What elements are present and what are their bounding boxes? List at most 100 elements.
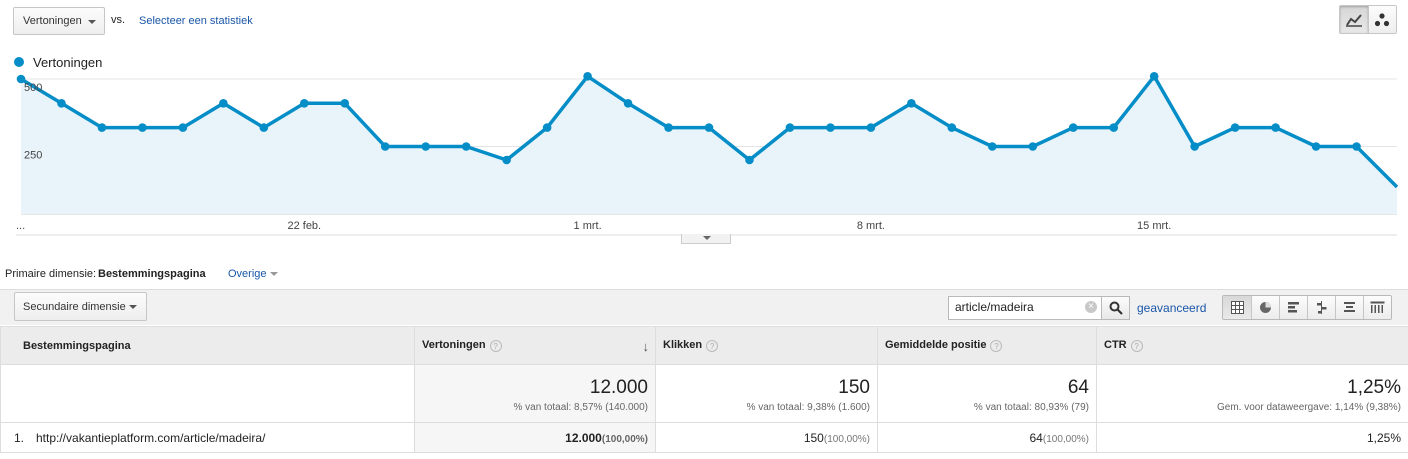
data-point[interactable]: [1352, 142, 1361, 151]
total-subtext: % van totaal: 8,57% (140.000): [513, 402, 648, 413]
total-value: 64: [1067, 377, 1089, 398]
select-statistic-link[interactable]: Selecteer een statistiek: [139, 15, 253, 27]
metric-select[interactable]: Vertoningen: [13, 7, 105, 35]
help-icon[interactable]: ?: [990, 339, 1003, 352]
help-icon[interactable]: ?: [706, 339, 719, 352]
total-subtext: Gem. voor dataweergave: 1,14% (9,38%): [1217, 402, 1401, 413]
data-point[interactable]: [1109, 123, 1119, 132]
table-view-button[interactable]: [1223, 296, 1251, 319]
data-table: Bestemmingspagina Vertoningen? ↓ Klikken…: [0, 326, 1408, 453]
pie-view-button[interactable]: [1251, 296, 1279, 319]
x-tick-label: 1 mrt.: [574, 220, 602, 232]
table-filter-input[interactable]: article/madeira: [948, 296, 1102, 320]
data-point[interactable]: [1311, 142, 1321, 151]
chart-y-ticks: 250 500: [24, 82, 42, 162]
data-point[interactable]: [1028, 142, 1038, 151]
data-point[interactable]: [380, 142, 390, 151]
data-point[interactable]: [461, 142, 471, 151]
totals-avg-position-cell: 64 % van totaal: 80,93% (79): [877, 364, 1097, 423]
data-point[interactable]: [259, 123, 269, 132]
y-tick-label: 500: [24, 82, 42, 94]
data-point[interactable]: [1190, 142, 1199, 151]
x-tick-label: 15 mrt.: [1137, 220, 1171, 232]
metric-select-label: Vertoningen: [23, 15, 82, 27]
avg-position-cell: 64(100,00%): [877, 422, 1097, 453]
data-point[interactable]: [947, 123, 957, 132]
data-point[interactable]: [340, 99, 350, 108]
data-point[interactable]: [138, 123, 147, 132]
column-header-avg-position[interactable]: Gemiddelde positie?: [877, 326, 1097, 365]
primary-dimension-label: Primaire dimensie:: [5, 268, 97, 280]
term-cloud-view-button[interactable]: [1335, 296, 1363, 319]
ctr-cell: 1,25%: [1096, 422, 1408, 453]
data-point[interactable]: [1230, 123, 1240, 132]
collapse-chart-handle[interactable]: [681, 234, 731, 244]
chart-x-ticks: ... 22 feb. 1 mrt. 8 mrt. 15 mrt.: [16, 220, 1171, 232]
y-tick-label: 250: [24, 150, 42, 162]
data-point[interactable]: [1149, 72, 1159, 81]
data-point[interactable]: [623, 99, 633, 108]
total-value: 150: [838, 377, 870, 398]
motion-chart-button[interactable]: [1367, 6, 1396, 33]
totals-impressions-cell: 12.000 % van totaal: 8,57% (140.000): [414, 364, 656, 423]
totals-ctr-cell: 1,25% Gem. voor dataweergave: 1,14% (9,3…: [1096, 364, 1408, 423]
pivot-view-button[interactable]: [1363, 296, 1391, 319]
help-icon[interactable]: ?: [1130, 339, 1143, 352]
primary-dimension-other-link[interactable]: Overige: [228, 268, 267, 280]
column-header-dimension[interactable]: Bestemmingspagina: [0, 326, 415, 365]
column-header-impressions[interactable]: Vertoningen? ↓: [414, 326, 656, 365]
table-view-buttons: [1222, 295, 1392, 320]
grid-icon: [1230, 301, 1244, 314]
column-header-clicks[interactable]: Klikken?: [655, 326, 878, 365]
totals-dimension-cell: [0, 364, 415, 423]
secondary-dimension-select[interactable]: Secundaire dimensie: [14, 292, 147, 321]
page-url[interactable]: http://vakantieplatform.com/article/made…: [36, 430, 266, 445]
dimension-cell[interactable]: 1. http://vakantieplatform.com/article/ma…: [0, 422, 415, 453]
data-point[interactable]: [57, 99, 66, 108]
data-point[interactable]: [1271, 123, 1280, 132]
pivot-icon: [1370, 301, 1385, 313]
data-point[interactable]: [97, 123, 107, 132]
legend-series-dot: [14, 57, 24, 67]
data-point[interactable]: [219, 99, 228, 108]
data-point[interactable]: [664, 123, 673, 132]
total-subtext: % van totaal: 9,38% (1.600): [746, 402, 870, 413]
help-icon[interactable]: ?: [489, 339, 502, 352]
line-chart-button[interactable]: [1340, 6, 1368, 33]
sort-descending-icon: ↓: [642, 339, 650, 354]
total-value: 1,25%: [1347, 377, 1401, 398]
column-header-label: Klikken: [663, 339, 703, 352]
chart-type-toggle: [1339, 5, 1397, 34]
data-point[interactable]: [826, 123, 835, 132]
search-button[interactable]: [1102, 296, 1130, 320]
column-header-label: Gemiddelde positie: [885, 339, 987, 352]
data-point[interactable]: [583, 72, 592, 81]
data-point[interactable]: [542, 123, 552, 132]
data-point[interactable]: [1068, 123, 1078, 132]
x-tick-label: 8 mrt.: [857, 220, 885, 232]
total-subtext: % van totaal: 80,93% (79): [973, 402, 1089, 413]
bubble-chart-icon: [1375, 12, 1390, 26]
data-point[interactable]: [178, 123, 188, 132]
chart-points: [16, 72, 1361, 165]
data-point[interactable]: [907, 99, 916, 108]
clear-icon[interactable]: ×: [1085, 301, 1097, 313]
data-point[interactable]: [745, 155, 754, 165]
comparison-view-button[interactable]: [1307, 296, 1335, 319]
data-point[interactable]: [704, 123, 714, 132]
data-point[interactable]: [785, 123, 795, 132]
data-point[interactable]: [16, 74, 26, 84]
data-point[interactable]: [421, 142, 431, 151]
totals-row: 12.000 % van totaal: 8,57% (140.000) 150…: [0, 364, 1408, 423]
data-point[interactable]: [299, 99, 309, 108]
cell-value: 1,25%: [1366, 430, 1401, 445]
data-point[interactable]: [502, 155, 511, 165]
cell-value: 64: [1029, 430, 1043, 445]
performance-view-button[interactable]: [1279, 296, 1307, 319]
impressions-cell: 12.000(100,00%): [414, 422, 656, 453]
primary-dimension-value: Bestemmingspagina: [98, 268, 206, 280]
column-header-ctr[interactable]: CTR?: [1096, 326, 1408, 365]
data-point[interactable]: [987, 142, 997, 151]
advanced-filter-link[interactable]: geavanceerd: [1137, 301, 1207, 315]
data-point[interactable]: [866, 123, 876, 132]
